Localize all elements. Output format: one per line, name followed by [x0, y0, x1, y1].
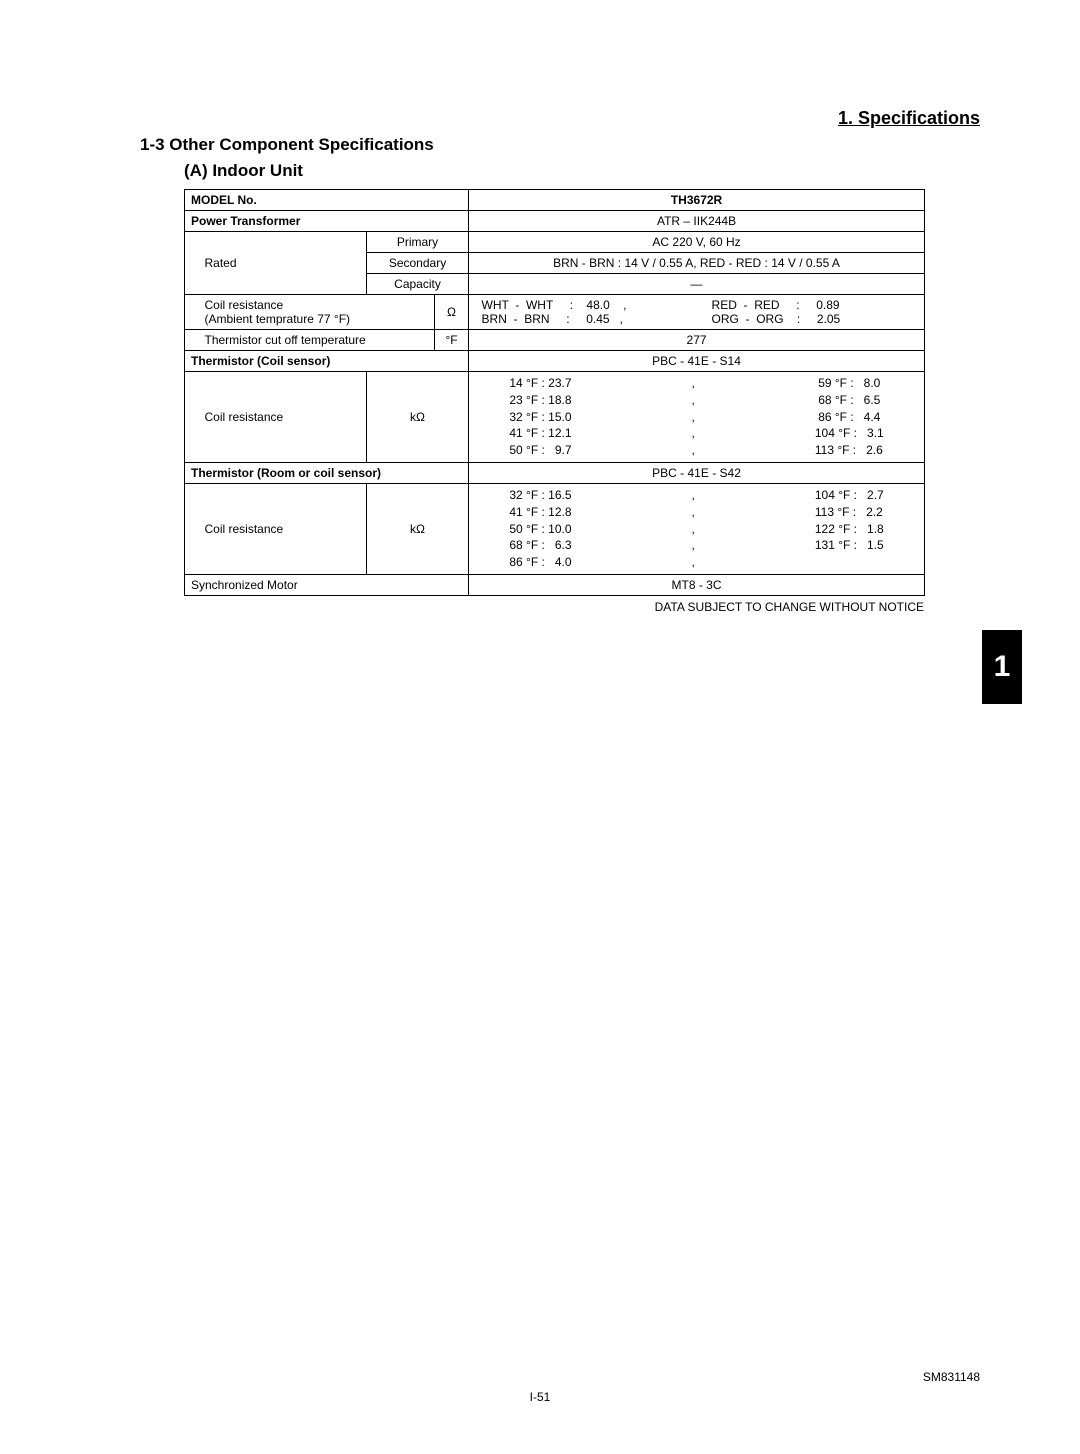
rated-label: Rated — [205, 256, 237, 270]
power-transformer-label: Power Transformer — [191, 214, 300, 228]
value-line: , — [692, 554, 695, 571]
therm-cutoff-value: 277 — [687, 333, 707, 347]
kohm-unit2: kΩ — [410, 522, 425, 536]
value-line: 104 °F : 2.7 — [815, 487, 884, 504]
value-line: 59 °F : 8.0 — [815, 375, 884, 392]
table-row: Coil resistance kΩ 32 °F : 16.541 °F : 1… — [185, 483, 925, 574]
therm-cutoff-label: Thermistor cut off temperature — [205, 333, 366, 347]
value-line: 113 °F : 2.6 — [815, 442, 884, 459]
section-title: 1. Specifications — [140, 108, 980, 129]
value-line: 68 °F : 6.5 — [815, 392, 884, 409]
value-line: 86 °F : 4.4 — [815, 409, 884, 426]
coil-res3-label: Coil resistance — [205, 522, 284, 536]
degf-unit: °F — [445, 333, 457, 347]
secondary-label: Secondary — [389, 256, 446, 270]
model-no-label: MODEL No. — [191, 193, 257, 207]
subsection-heading: 1-3 Other Component Specifications — [140, 135, 980, 155]
value-line: 86 °F : 4.0 — [509, 554, 571, 571]
unit-heading: (A) Indoor Unit — [184, 161, 980, 181]
page: 1. Specifications 1-3 Other Component Sp… — [0, 0, 1080, 1454]
value-line: 104 °F : 3.1 — [815, 425, 884, 442]
model-no-value: TH3672R — [671, 193, 722, 207]
primary-value: AC 220 V, 60 Hz — [652, 235, 740, 249]
coil-sensor-values: 14 °F : 23.723 °F : 18.832 °F : 15.041 °… — [475, 375, 918, 459]
coil-res-pair: WHT - WHT : 48.0 , — [482, 298, 682, 312]
value-line: 50 °F : 10.0 — [509, 521, 571, 538]
kohm-unit: kΩ — [410, 410, 425, 424]
table-row: Coil resistance kΩ 14 °F : 23.723 °F : 1… — [185, 372, 925, 463]
table-row: Thermistor (Coil sensor) PBC - 41E - S14 — [185, 351, 925, 372]
secondary-value: BRN - BRN : 14 V / 0.55 A, RED - RED : 1… — [553, 256, 840, 270]
footnote: DATA SUBJECT TO CHANGE WITHOUT NOTICE — [184, 600, 924, 614]
power-transformer-value: ATR – IIK244B — [657, 214, 736, 228]
capacity-value: — — [691, 277, 703, 291]
table-row: Thermistor (Room or coil sensor) PBC - 4… — [185, 462, 925, 483]
value-line: , — [692, 442, 695, 459]
coil-res-pair: RED - RED : 0.89 — [712, 298, 912, 312]
spec-table: MODEL No. TH3672R Power Transformer ATR … — [184, 189, 925, 596]
value-line: 14 °F : 23.7 — [509, 375, 571, 392]
value-line: , — [692, 375, 695, 392]
room-sensor-values: 32 °F : 16.541 °F : 12.850 °F : 10.068 °… — [475, 487, 918, 571]
value-line: , — [692, 504, 695, 521]
ohm-unit: Ω — [447, 305, 456, 319]
coil-res-pair: BRN - BRN : 0.45 , — [482, 312, 682, 326]
value-line: 122 °F : 1.8 — [815, 521, 884, 538]
coil-res-label1: Coil resistance — [205, 298, 284, 312]
value-line: 41 °F : 12.1 — [509, 425, 571, 442]
coil-res-pair: ORG - ORG : 2.05 — [712, 312, 912, 326]
value-line: 68 °F : 6.3 — [509, 537, 571, 554]
capacity-label: Capacity — [394, 277, 441, 291]
table-row: Thermistor cut off temperature °F 277 — [185, 330, 925, 351]
table-row: Rated Primary AC 220 V, 60 Hz — [185, 232, 925, 253]
therm-coil-value: PBC - 41E - S14 — [652, 354, 741, 368]
table-row: MODEL No. TH3672R — [185, 190, 925, 211]
value-line: , — [692, 409, 695, 426]
table-row: Coil resistance (Ambient temprature 77 °… — [185, 295, 925, 330]
therm-room-value: PBC - 41E - S42 — [652, 466, 741, 480]
value-line: 50 °F : 9.7 — [509, 442, 571, 459]
value-line: 32 °F : 16.5 — [509, 487, 571, 504]
footer-center: I-51 — [0, 1390, 1080, 1404]
value-line: , — [692, 487, 695, 504]
table-row: Power Transformer ATR – IIK244B — [185, 211, 925, 232]
sync-motor-value: MT8 - 3C — [672, 578, 722, 592]
value-line: 113 °F : 2.2 — [815, 504, 884, 521]
value-line: 23 °F : 18.8 — [509, 392, 571, 409]
coil-res2-label: Coil resistance — [205, 410, 284, 424]
value-line: 32 °F : 15.0 — [509, 409, 571, 426]
therm-coil-label: Thermistor (Coil sensor) — [191, 354, 330, 368]
table-row: Synchronized Motor MT8 - 3C — [185, 574, 925, 595]
therm-room-label: Thermistor (Room or coil sensor) — [191, 466, 381, 480]
value-line: 131 °F : 1.5 — [815, 537, 884, 554]
sync-motor-label: Synchronized Motor — [191, 578, 298, 592]
value-line: , — [692, 425, 695, 442]
footer-right: SM831148 — [923, 1370, 980, 1384]
side-tab: 1 — [982, 630, 1022, 704]
value-line: , — [692, 392, 695, 409]
coil-res-label2: (Ambient temprature 77 °F) — [205, 312, 351, 326]
value-line: , — [692, 521, 695, 538]
value-line: 41 °F : 12.8 — [509, 504, 571, 521]
primary-label: Primary — [397, 235, 438, 249]
value-line: , — [692, 537, 695, 554]
